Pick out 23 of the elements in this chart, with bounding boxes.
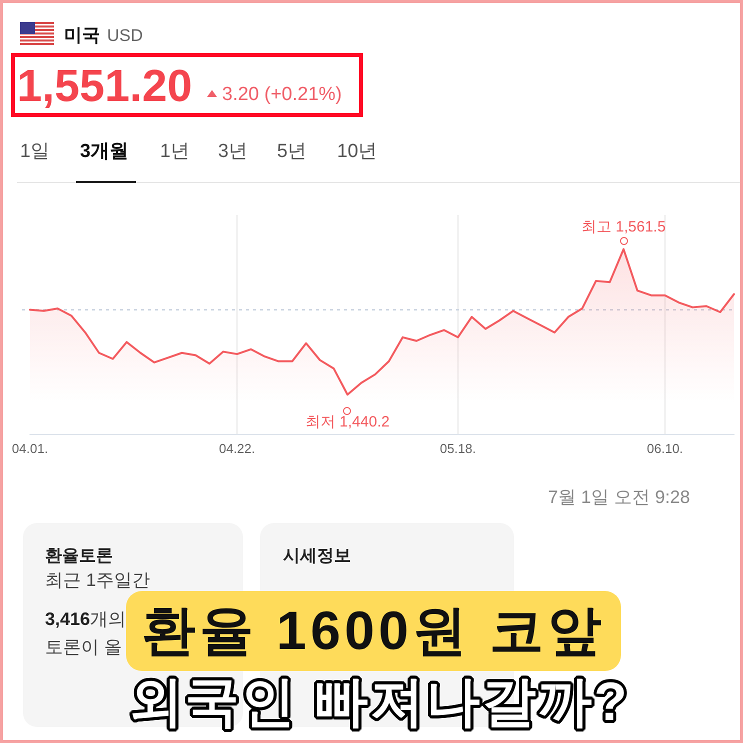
data-label: 최고 1,561.5 [581, 218, 666, 236]
text: 7월 1일 오전 9:28 [548, 486, 690, 508]
text: 3개월 [80, 140, 129, 164]
x-tick-label: 04.22. [218, 440, 256, 456]
data-label: 최저 1,440.2 [305, 414, 390, 431]
text: 10년 [337, 140, 378, 164]
text: 토론이 올 [45, 636, 122, 658]
text: 3,416개의 [45, 608, 126, 630]
x-tick-label: 06.10. [646, 440, 684, 456]
text: 1,551.20 [17, 60, 192, 111]
text: 1일 [20, 140, 50, 164]
text: 3.20 (+0.21%) [222, 84, 342, 106]
text: 5년 [277, 140, 307, 164]
chart-title: 미국 USD [64, 25, 143, 45]
x-tick-label: 04.01. [12, 440, 48, 456]
text: 시세정보 [283, 545, 351, 567]
text: 환율토론 [45, 545, 113, 567]
text: 환율 1600원 코앞 [126, 591, 621, 671]
text: 3년 [218, 140, 248, 164]
x-tick-label: 05.18. [440, 440, 476, 456]
text: 외국인 빠져나갈까? [129, 672, 629, 732]
text: 최근 1주일간 [45, 570, 150, 590]
text: 1년 [160, 140, 190, 164]
